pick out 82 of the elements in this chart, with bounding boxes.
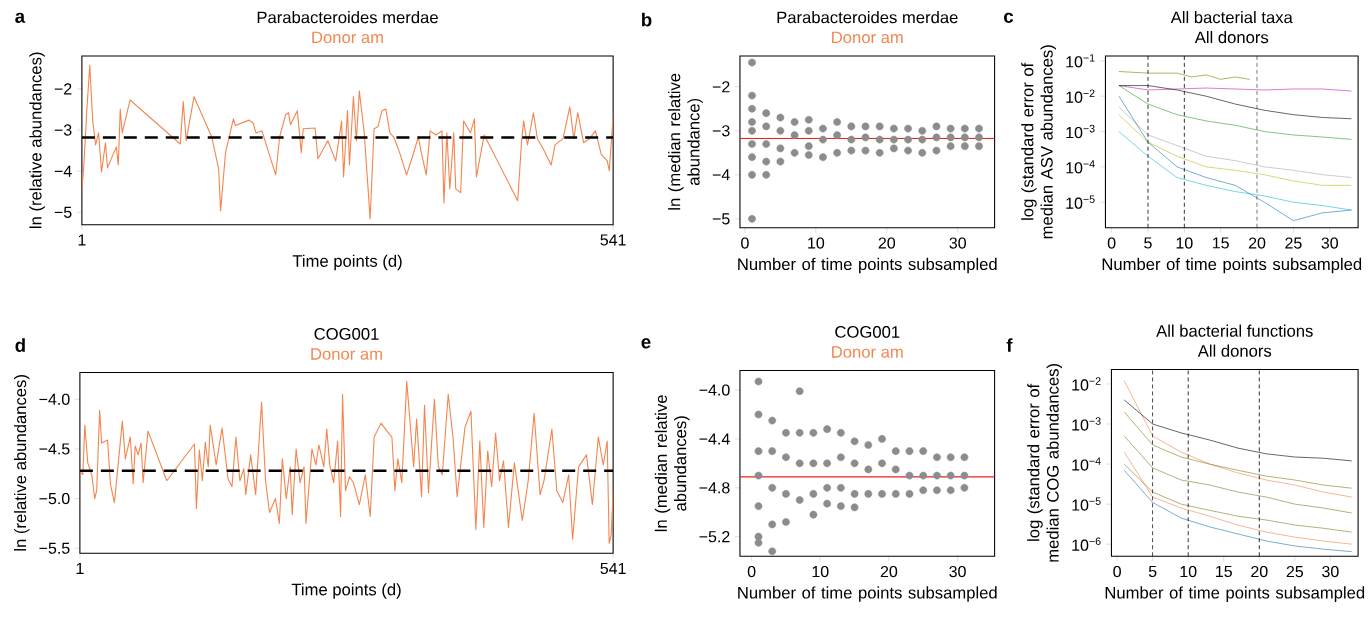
y-tick-label: −4.0 (39, 393, 70, 405)
text: c (1004, 12, 1014, 23)
x-tick-label: 20 (880, 565, 898, 578)
chart-title: COG001 (314, 328, 379, 340)
x-tick-label: 0 (747, 565, 756, 578)
y-tick-label: −5.2 (699, 530, 730, 543)
text: e (641, 338, 651, 349)
x-tick-label: 30 (949, 565, 966, 578)
x-tick-label: 25 (1286, 565, 1304, 578)
y-axis-title: ln (median relative abundances) (654, 395, 690, 532)
y-tick-label: −2 (54, 83, 72, 95)
y-axis-title: log (standard error of median ASV abundances) (1021, 45, 1057, 239)
x-axis-title: Number of time points subsampled (738, 586, 997, 602)
x-tick-label: 5 (1144, 237, 1152, 249)
y-tick-label: −4.5 (39, 443, 70, 455)
y-tick-label: 10$^{−1}$ (1066, 54, 1095, 68)
y-tick-label: −4 (54, 165, 72, 177)
y-tick-label: −3 (712, 125, 730, 137)
x-tick-label: 20 (1248, 237, 1266, 249)
x-tick-label: 25 (1285, 237, 1302, 249)
y-tick-label: 10$^{−5}$ (1066, 195, 1095, 209)
x-tick-label: 30 (1322, 565, 1339, 578)
chart-subtitle: Donor am (311, 348, 382, 360)
chart-title: Parabacteroides merdae (777, 10, 958, 24)
y-tick-label: 10$^{−2}$ (1066, 89, 1095, 103)
y-tick-label: 10$^{−6}$ (1072, 537, 1101, 551)
chart-title: Parabacteroides merdae (257, 10, 438, 24)
x-tick-label: 0 (1107, 237, 1116, 249)
y-tick-label: −2 (712, 81, 730, 93)
chart-subtitle: All donors (1197, 344, 1272, 357)
x-axis-title: Number of time points subsampled (1102, 257, 1362, 274)
y-tick-label: −5 (712, 213, 730, 225)
x-tick-label: 0 (1113, 565, 1121, 578)
x-tick-label: 541 (600, 234, 626, 246)
x-tick-label: 20 (878, 237, 896, 249)
x-tick-label: 5 (1148, 565, 1157, 578)
x-tick-label: 10 (1180, 565, 1197, 578)
x-tick-label: 10 (1176, 237, 1193, 249)
x-axis-title: Number of time points subsampled (738, 257, 997, 274)
y-axis-title: ln (relative abundances) (13, 375, 30, 551)
x-tick-label: 541 (600, 562, 626, 575)
chart-title: COG001 (835, 326, 900, 338)
chart-subtitle: Donor am (832, 31, 903, 44)
y-tick-label: 10$^{−4}$ (1072, 457, 1101, 471)
x-tick-label: 20 (1251, 565, 1268, 578)
y-tick-label: 10$^{−5}$ (1072, 497, 1101, 511)
y-tick-label: 10$^{−2}$ (1072, 377, 1101, 391)
y-tick-label: 10$^{−4}$ (1066, 160, 1095, 174)
y-tick-label: −4 (712, 169, 730, 181)
y-axis-title: ln (median relative abundance) (668, 73, 703, 210)
chart-subtitle: Donor am (312, 31, 383, 44)
y-tick-label: −4.0 (699, 384, 730, 396)
x-tick-label: 10 (812, 565, 829, 578)
y-tick-label: −5.5 (39, 542, 70, 554)
y-tick-label: 10$^{−3}$ (1072, 417, 1101, 431)
y-tick-label: −5.0 (39, 492, 70, 505)
x-axis-title: Number of time points subsampled (1105, 586, 1365, 602)
x-tick-label: 15 (1216, 565, 1232, 578)
y-tick-label: 10$^{−3}$ (1066, 124, 1095, 139)
y-tick-label: −4.8 (699, 482, 730, 494)
x-tick-label: 30 (949, 237, 966, 249)
x-tick-label: 0 (741, 237, 749, 249)
text: b (642, 12, 652, 27)
chart-subtitle: Donor am (832, 346, 903, 358)
x-tick-label: 30 (1321, 237, 1338, 249)
x-tick-label: 1 (78, 234, 86, 246)
y-tick-label: −5 (54, 206, 72, 218)
y-axis-title: ln (relative abundances) (29, 52, 45, 228)
text: a (15, 12, 26, 23)
chart-title: All bacterial functions (1156, 324, 1313, 337)
y-tick-label: −4.4 (699, 433, 730, 445)
x-axis-title: Time points (d) (292, 254, 402, 271)
y-axis-title: log (standard error of median COG abundances) (1027, 363, 1063, 562)
x-tick-label: 1 (76, 562, 84, 574)
x-tick-label: 15 (1213, 237, 1229, 249)
y-tick-label: −3 (54, 124, 72, 136)
text: f (1006, 338, 1013, 352)
x-tick-label: 10 (808, 237, 825, 249)
chart-title: All bacterial taxa (1170, 10, 1293, 24)
x-axis-title: Time points (d) (291, 583, 401, 599)
chart-subtitle: All donors (1194, 30, 1269, 44)
text: d (15, 338, 25, 352)
